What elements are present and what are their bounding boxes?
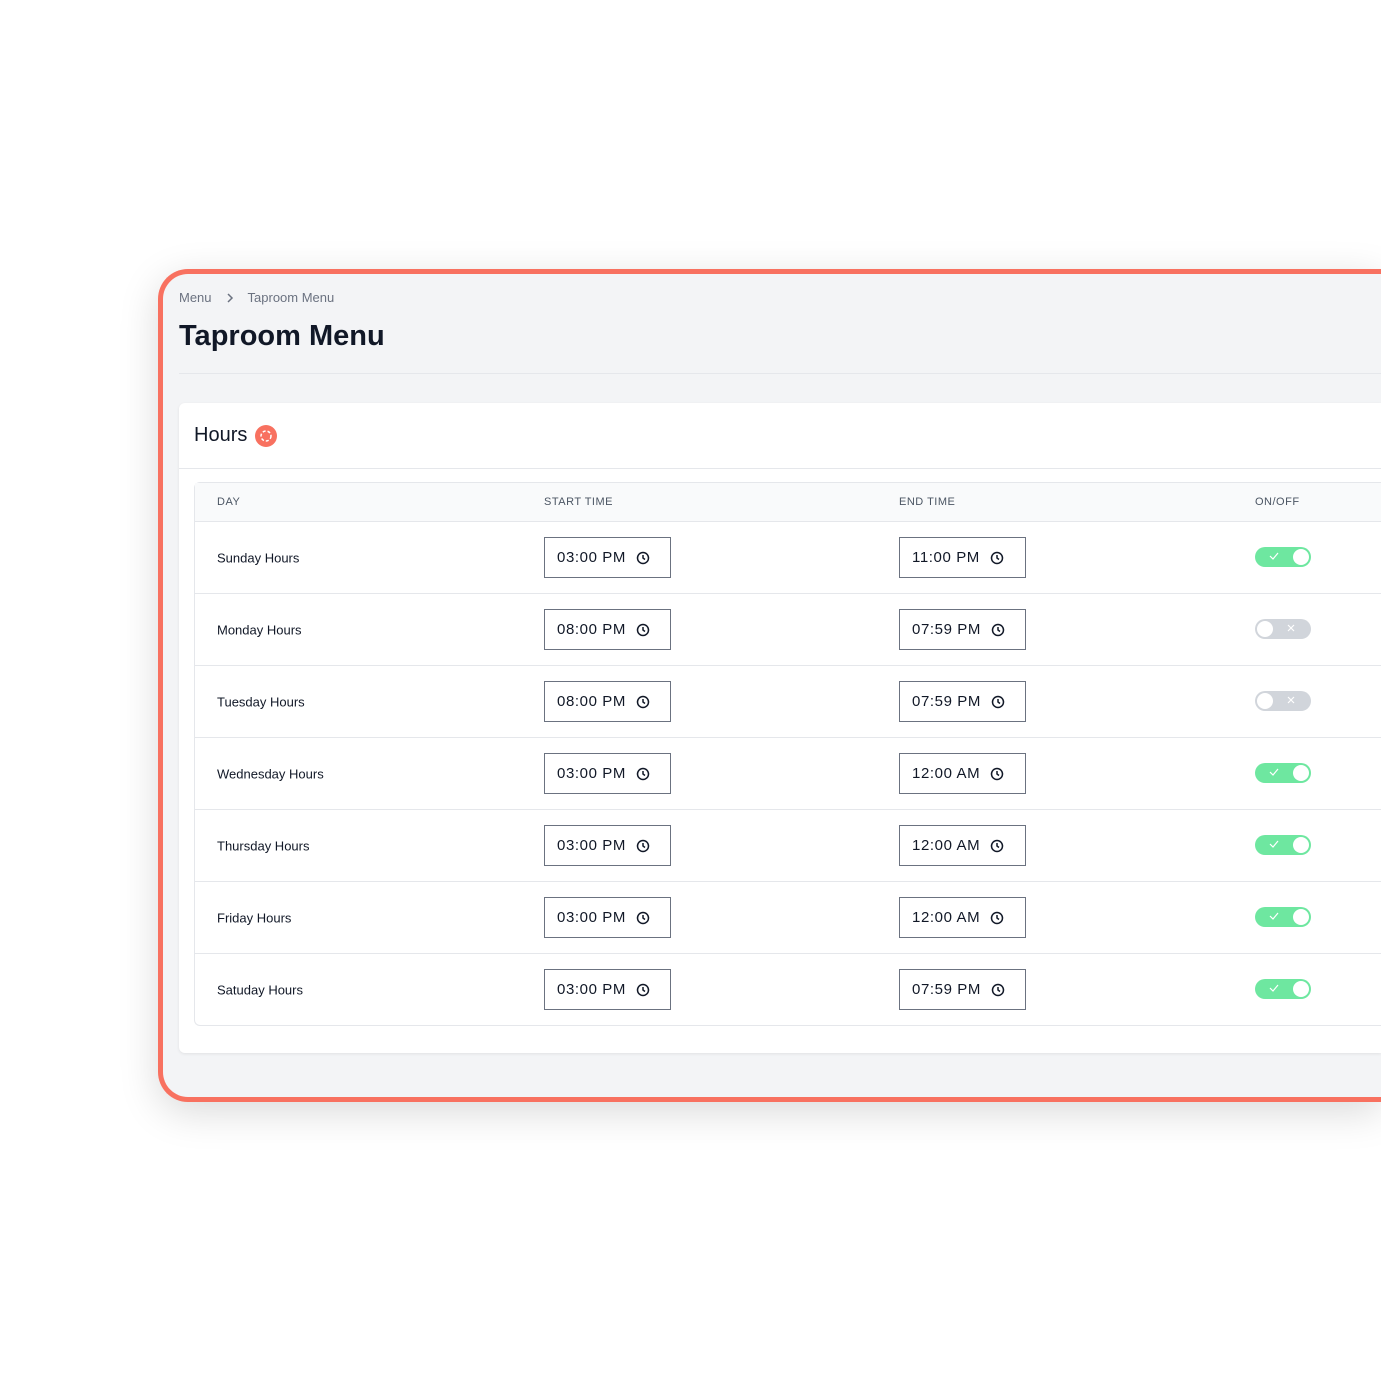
clock-icon <box>636 983 650 996</box>
toggle[interactable] <box>1255 979 1311 999</box>
hours-card: Hours DAY START TIME END TIME ON/OFF Sunday… <box>179 403 1381 1053</box>
clock-icon <box>990 767 1004 780</box>
x-icon <box>1287 696 1295 704</box>
table-row: Sunday Hours 03:00 PM 11:00 PM <box>195 522 1381 594</box>
check-icon <box>1269 912 1279 920</box>
start-time-input[interactable]: 08:00 PM <box>544 609 671 650</box>
toggle-knob <box>1257 693 1273 709</box>
column-header: DAY <box>217 496 241 508</box>
end-time-input[interactable]: 07:59 PM <box>899 609 1026 650</box>
table-row: Tuesday Hours 08:00 PM 07:59 PM <box>195 666 1381 738</box>
end-time-input[interactable]: 07:59 PM <box>899 969 1026 1010</box>
toggle-knob <box>1293 765 1309 781</box>
toggle[interactable] <box>1255 619 1311 639</box>
toggle[interactable] <box>1255 763 1311 783</box>
day-label: Satuday Hours <box>217 982 303 997</box>
time-value: 12:00 AM <box>912 909 981 926</box>
time-value: 03:00 PM <box>557 549 627 566</box>
check-icon <box>1269 552 1279 560</box>
time-value: 07:59 PM <box>912 693 982 710</box>
toggle-knob <box>1293 549 1309 565</box>
clock-icon <box>991 983 1005 996</box>
day-label: Friday Hours <box>217 910 292 925</box>
time-value: 08:00 PM <box>557 621 627 638</box>
toggle-knob <box>1257 621 1273 637</box>
clock-icon <box>636 767 650 780</box>
end-time-input[interactable]: 07:59 PM <box>899 681 1026 722</box>
table-row: Monday Hours 08:00 PM 07:59 PM <box>195 594 1381 666</box>
check-icon <box>1269 840 1279 848</box>
clock-icon <box>636 623 650 636</box>
clock-icon <box>636 911 650 924</box>
toggle[interactable] <box>1255 907 1311 927</box>
table-row: Wednesday Hours 03:00 PM 12:00 AM <box>195 738 1381 810</box>
toggle[interactable] <box>1255 835 1311 855</box>
day-label: Sunday Hours <box>217 550 300 565</box>
clock-icon <box>990 839 1004 852</box>
time-value: 12:00 AM <box>912 765 981 782</box>
day-label: Wednesday Hours <box>217 766 324 781</box>
toggle[interactable] <box>1255 691 1311 711</box>
toggle[interactable] <box>1255 547 1311 567</box>
time-value: 03:00 PM <box>557 837 627 854</box>
breadcrumb-link[interactable]: Menu <box>179 290 212 305</box>
toggle-knob <box>1293 837 1309 853</box>
time-value: 07:59 PM <box>912 981 982 998</box>
day-label: Thursday Hours <box>217 838 310 853</box>
start-time-input[interactable]: 03:00 PM <box>544 537 671 578</box>
hours-table: DAY START TIME END TIME ON/OFF Sunday Hours… <box>194 482 1381 1026</box>
column-header: START TIME <box>544 496 613 508</box>
day-label: Monday Hours <box>217 622 302 637</box>
clock-icon <box>636 695 650 708</box>
time-value: 03:00 PM <box>557 981 627 998</box>
card-header: Hours <box>179 403 1381 469</box>
page-title: Taproom Menu <box>179 320 385 352</box>
app-window: Menu Taproom Menu Taproom Menu Hours DAY… <box>158 269 1381 1102</box>
end-time-input[interactable]: 11:00 PM <box>899 537 1026 578</box>
table-row: Thursday Hours 03:00 PM 12:00 AM <box>195 810 1381 882</box>
divider <box>179 373 1381 374</box>
end-time-input[interactable]: 12:00 AM <box>899 825 1026 866</box>
column-header: ON/OFF <box>1255 496 1300 508</box>
clock-icon <box>990 551 1004 564</box>
clock-icon <box>990 911 1004 924</box>
column-header: END TIME <box>899 496 956 508</box>
end-time-input[interactable]: 12:00 AM <box>899 897 1026 938</box>
day-label: Tuesday Hours <box>217 694 305 709</box>
clock-icon <box>636 839 650 852</box>
clock-icon <box>991 623 1005 636</box>
breadcrumb: Menu Taproom Menu <box>179 290 334 305</box>
clock-icon <box>991 695 1005 708</box>
start-time-input[interactable]: 03:00 PM <box>544 897 671 938</box>
toggle-knob <box>1293 981 1309 997</box>
time-value: 07:59 PM <box>912 621 982 638</box>
end-time-input[interactable]: 12:00 AM <box>899 753 1026 794</box>
breadcrumb-link[interactable]: Taproom Menu <box>247 290 335 305</box>
x-icon <box>1287 624 1295 632</box>
clock-icon <box>636 551 650 564</box>
table-row: Friday Hours 03:00 PM 12:00 AM <box>195 882 1381 954</box>
start-time-input[interactable]: 08:00 PM <box>544 681 671 722</box>
time-value: 03:00 PM <box>557 909 627 926</box>
toggle-knob <box>1293 909 1309 925</box>
help-icon[interactable] <box>255 424 278 447</box>
check-icon <box>1269 768 1279 776</box>
time-value: 12:00 AM <box>912 837 981 854</box>
start-time-input[interactable]: 03:00 PM <box>544 753 671 794</box>
start-time-input[interactable]: 03:00 PM <box>544 969 671 1010</box>
check-icon <box>1269 984 1279 992</box>
time-value: 08:00 PM <box>557 693 627 710</box>
table-row: Satuday Hours 03:00 PM 07:59 PM <box>195 954 1381 1025</box>
time-value: 03:00 PM <box>557 765 627 782</box>
chevron <box>227 292 233 303</box>
time-value: 11:00 PM <box>912 549 980 566</box>
table-header: DAY START TIME END TIME ON/OFF <box>195 483 1381 522</box>
section-title: Hours <box>194 424 248 446</box>
start-time-input[interactable]: 03:00 PM <box>544 825 671 866</box>
